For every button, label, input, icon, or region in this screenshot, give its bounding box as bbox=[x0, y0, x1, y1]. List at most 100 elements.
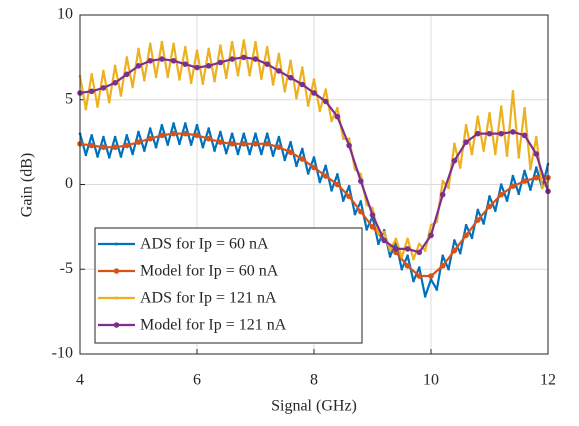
data-point bbox=[511, 174, 515, 178]
data-point bbox=[451, 247, 458, 254]
data-point bbox=[213, 79, 216, 83]
data-point bbox=[160, 40, 164, 44]
data-point bbox=[248, 152, 251, 156]
data-point bbox=[102, 69, 105, 73]
legend-box bbox=[94, 227, 363, 344]
data-point bbox=[236, 152, 240, 156]
data-point bbox=[365, 203, 368, 207]
data-point bbox=[540, 186, 544, 190]
data-point bbox=[160, 123, 164, 127]
data-point bbox=[182, 61, 189, 67]
data-point bbox=[207, 47, 210, 51]
data-point bbox=[184, 122, 187, 125]
data-point bbox=[213, 149, 216, 152]
data-point bbox=[359, 200, 363, 203]
data-point bbox=[488, 112, 491, 115]
data-point bbox=[224, 76, 228, 80]
data-point bbox=[505, 199, 509, 202]
data-point bbox=[482, 149, 485, 152]
data-point bbox=[510, 183, 516, 189]
data-point bbox=[217, 59, 224, 66]
legend-label: Model for Ip = 121 nA bbox=[140, 317, 287, 334]
data-point bbox=[159, 56, 165, 62]
data-point bbox=[341, 199, 345, 202]
data-point bbox=[88, 142, 95, 149]
data-point bbox=[463, 139, 469, 145]
data-point bbox=[124, 71, 130, 78]
y-tick-label: -10 bbox=[52, 345, 73, 362]
data-point bbox=[406, 254, 409, 257]
x-tick-label: 4 bbox=[76, 372, 84, 389]
data-point bbox=[535, 135, 538, 139]
data-point bbox=[264, 61, 271, 67]
data-point bbox=[371, 206, 374, 210]
data-point bbox=[100, 85, 107, 91]
data-point bbox=[276, 68, 282, 74]
data-point bbox=[242, 39, 246, 42]
data-point bbox=[112, 144, 118, 151]
data-point bbox=[271, 154, 275, 157]
data-point bbox=[194, 132, 200, 139]
data-point bbox=[400, 267, 404, 271]
data-point bbox=[143, 78, 146, 82]
data-point bbox=[299, 156, 306, 162]
data-point bbox=[382, 230, 386, 234]
data-point bbox=[416, 273, 423, 279]
data-point bbox=[299, 81, 306, 88]
data-point bbox=[252, 141, 259, 147]
data-point bbox=[147, 57, 153, 64]
data-point bbox=[311, 90, 317, 96]
data-point bbox=[265, 45, 269, 49]
data-point bbox=[219, 130, 222, 134]
legend-marker bbox=[115, 296, 118, 300]
data-point bbox=[178, 78, 181, 81]
data-point bbox=[170, 130, 177, 137]
data-point bbox=[289, 59, 292, 63]
data-point bbox=[535, 166, 538, 169]
data-point bbox=[107, 156, 111, 159]
data-point bbox=[476, 208, 480, 212]
data-point bbox=[458, 166, 462, 169]
data-point bbox=[287, 149, 294, 156]
data-point bbox=[194, 64, 200, 71]
legend-marker bbox=[113, 268, 120, 274]
data-point bbox=[88, 88, 95, 95]
data-point bbox=[295, 164, 298, 168]
data-point bbox=[264, 141, 271, 147]
data-point bbox=[135, 63, 142, 69]
data-point bbox=[428, 273, 434, 279]
data-point bbox=[429, 223, 433, 227]
data-point bbox=[511, 89, 515, 93]
data-point bbox=[453, 142, 456, 146]
data-point bbox=[224, 151, 228, 155]
data-point bbox=[377, 232, 380, 235]
legend-label: Model for Ip = 60 nA bbox=[140, 263, 279, 280]
data-point bbox=[416, 249, 423, 256]
data-point bbox=[107, 100, 111, 104]
data-point bbox=[90, 73, 93, 76]
data-point bbox=[336, 173, 339, 176]
x-tick-label: 12 bbox=[540, 372, 556, 389]
data-point bbox=[447, 267, 450, 271]
data-point bbox=[418, 266, 421, 269]
data-point bbox=[394, 237, 398, 241]
data-point bbox=[125, 56, 129, 59]
data-point bbox=[517, 192, 521, 196]
data-point bbox=[359, 173, 363, 176]
data-point bbox=[404, 246, 411, 252]
data-point bbox=[119, 155, 123, 158]
data-point bbox=[230, 132, 234, 135]
data-point bbox=[283, 158, 287, 162]
data-point bbox=[347, 184, 351, 188]
data-point bbox=[463, 232, 469, 239]
data-point bbox=[494, 152, 497, 156]
data-point bbox=[393, 246, 399, 252]
data-point bbox=[148, 127, 152, 130]
data-point bbox=[388, 255, 392, 258]
data-point bbox=[435, 288, 439, 291]
data-point bbox=[464, 223, 468, 227]
data-point bbox=[369, 212, 376, 218]
data-point bbox=[358, 208, 364, 215]
data-point bbox=[358, 178, 364, 184]
data-point bbox=[96, 155, 99, 158]
